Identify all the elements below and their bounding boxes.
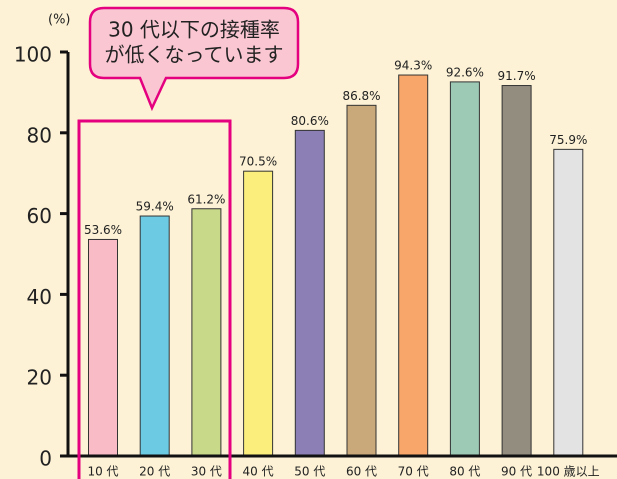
x-tick-label: 90 代	[501, 465, 532, 479]
bar	[398, 74, 429, 457]
x-tick-label: 70 代	[398, 465, 429, 479]
value-label: 91.7%	[498, 69, 536, 83]
value-label: 61.2%	[187, 192, 225, 206]
bar	[139, 215, 170, 457]
bar	[346, 104, 377, 457]
value-label: 94.3%	[394, 59, 432, 73]
x-tick-label: 100 歳以上	[537, 465, 600, 479]
value-label: 80.6%	[291, 114, 329, 128]
bar	[449, 81, 480, 457]
x-tick-label: 80 代	[449, 465, 480, 479]
annotation-line: が低くなっています	[105, 43, 284, 67]
bar	[553, 148, 584, 457]
y-unit: (%)	[48, 13, 71, 28]
x-tick-label: 10 代	[87, 465, 118, 479]
x-tick-label: 30 代	[191, 465, 222, 479]
y-tick-label: 80	[27, 123, 52, 147]
highlight-box	[77, 119, 232, 479]
value-label: 86.8%	[342, 89, 380, 103]
value-label: 59.4%	[136, 200, 174, 214]
callout	[88, 6, 300, 112]
y-tick-label: 20	[27, 366, 52, 390]
x-tick-label: 50 代	[294, 465, 325, 479]
bar	[88, 238, 118, 457]
y-tick-label: 40	[27, 285, 52, 309]
value-label: 75.9%	[549, 133, 587, 147]
bar	[191, 208, 222, 457]
bar	[294, 129, 325, 457]
value-label: 53.6%	[84, 223, 122, 237]
x-tick-label: 40 代	[243, 465, 274, 479]
x-tick-label: 60 代	[346, 465, 377, 479]
annotation-line: 30 代以下の接種率	[108, 18, 280, 42]
y-tick-label: 0	[39, 447, 52, 471]
y-tick-label: 100	[14, 43, 52, 67]
value-label: 92.6%	[446, 65, 484, 79]
bar	[501, 85, 532, 457]
y-tick-label: 60	[27, 204, 52, 228]
value-label: 70.5%	[239, 155, 277, 169]
bar	[243, 170, 274, 457]
x-tick-label: 20 代	[139, 465, 170, 479]
